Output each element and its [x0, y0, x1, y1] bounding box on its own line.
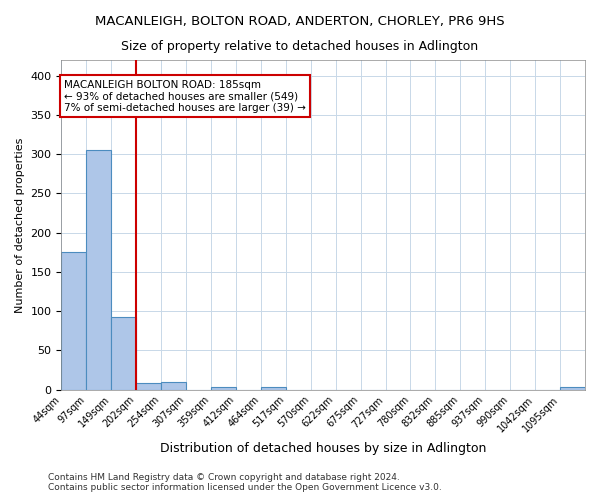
Bar — [261, 388, 286, 390]
Bar — [136, 382, 161, 390]
X-axis label: Distribution of detached houses by size in Adlington: Distribution of detached houses by size … — [160, 442, 487, 455]
Text: MACANLEIGH BOLTON ROAD: 185sqm
← 93% of detached houses are smaller (549)
7% of : MACANLEIGH BOLTON ROAD: 185sqm ← 93% of … — [64, 80, 306, 113]
Y-axis label: Number of detached properties: Number of detached properties — [15, 137, 25, 312]
Text: MACANLEIGH, BOLTON ROAD, ANDERTON, CHORLEY, PR6 9HS: MACANLEIGH, BOLTON ROAD, ANDERTON, CHORL… — [95, 15, 505, 28]
Text: Contains HM Land Registry data © Crown copyright and database right 2024.
Contai: Contains HM Land Registry data © Crown c… — [48, 473, 442, 492]
Bar — [560, 388, 585, 390]
Bar — [161, 382, 186, 390]
Bar — [61, 252, 86, 390]
Bar — [111, 316, 136, 390]
Text: Size of property relative to detached houses in Adlington: Size of property relative to detached ho… — [121, 40, 479, 53]
Bar — [86, 150, 111, 390]
Bar — [211, 388, 236, 390]
